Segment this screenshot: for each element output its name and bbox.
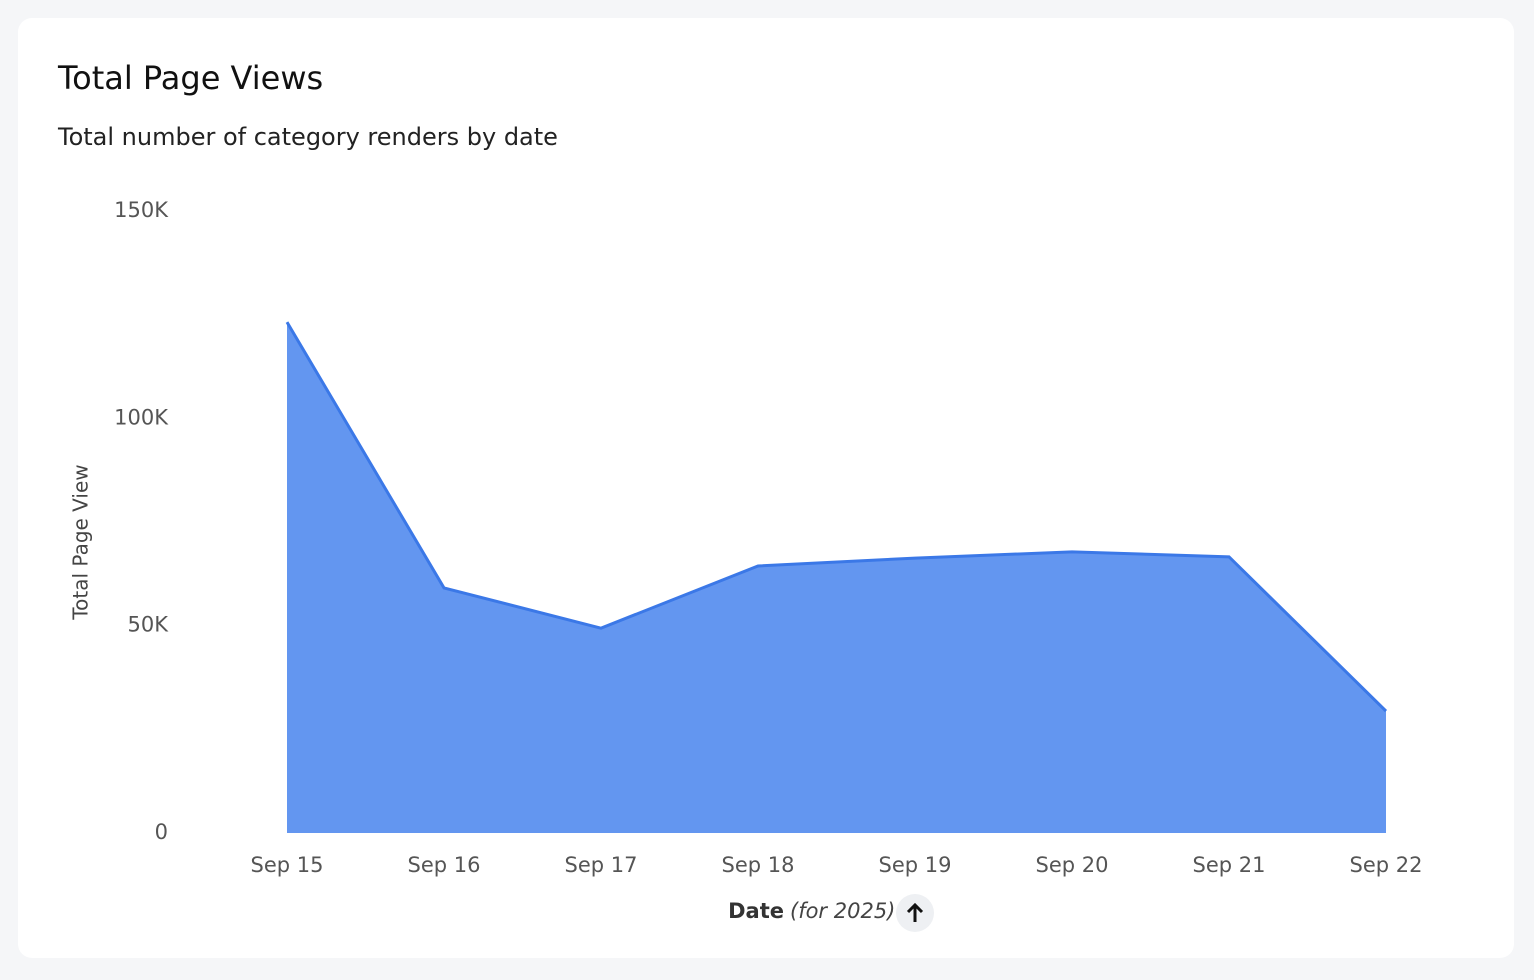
y-tick-label: 100K bbox=[114, 405, 169, 429]
sort-arrow[interactable] bbox=[906, 902, 924, 922]
y-tick-label: 50K bbox=[128, 613, 170, 637]
x-tick-label: Sep 20 bbox=[1036, 853, 1109, 877]
x-tick-label: Sep 16 bbox=[408, 853, 481, 877]
x-tick-label: Sep 22 bbox=[1350, 853, 1423, 877]
x-tick-label: Sep 17 bbox=[565, 853, 638, 877]
area-line bbox=[285, 321, 1388, 713]
x-tick-label: Sep 15 bbox=[251, 853, 324, 877]
x-tick-label: Sep 21 bbox=[1193, 853, 1266, 877]
y-tick-label: 150K bbox=[114, 198, 169, 222]
y-axis-label: Total Page View bbox=[69, 464, 93, 620]
x-axis-note: (for 2025) bbox=[790, 899, 895, 923]
chart-title: Total Page Views bbox=[57, 59, 323, 97]
x-axis-label: Date bbox=[728, 899, 784, 923]
x-tick-label: Sep 18 bbox=[722, 853, 795, 877]
sort-button[interactable] bbox=[896, 894, 934, 932]
chart-subtitle: Total number of category renders by date bbox=[57, 123, 558, 151]
x-tick-label: Sep 19 bbox=[879, 853, 952, 877]
area-fill bbox=[287, 322, 1386, 833]
y-tick-label: 0 bbox=[155, 820, 168, 844]
